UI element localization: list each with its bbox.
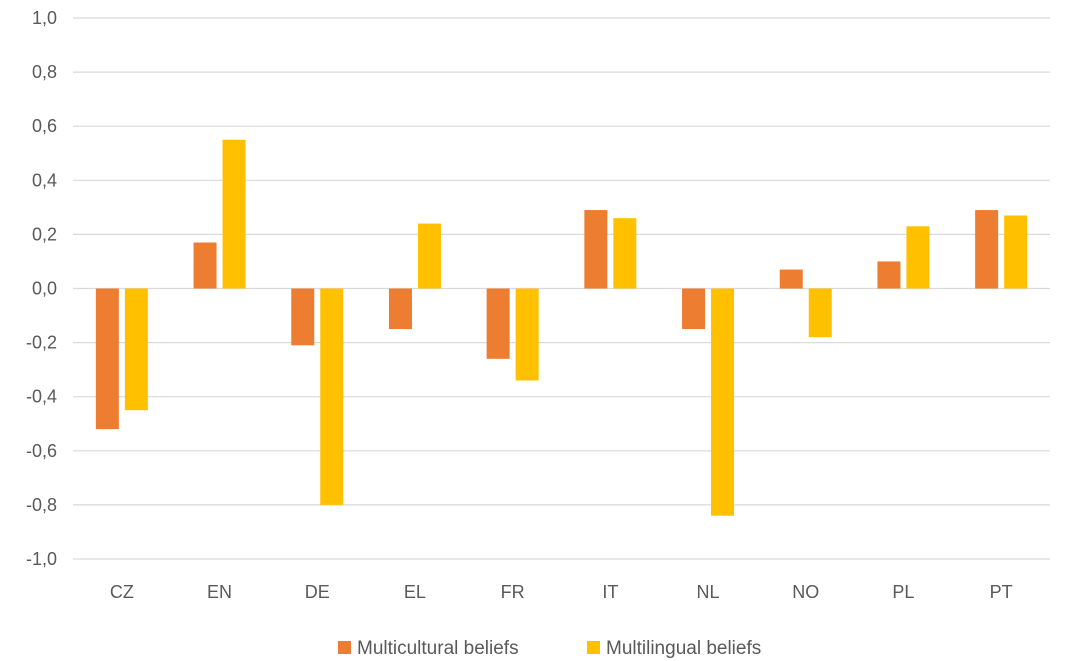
bar-multilingual-no — [808, 288, 832, 338]
legend-label: Multicultural beliefs — [357, 638, 519, 659]
y-tick-label: -0,2 — [26, 333, 57, 353]
x-tick-label: EN — [207, 582, 232, 602]
bar-multilingual-el — [417, 223, 441, 289]
gridlines — [73, 17, 1050, 560]
bar-multilingual-cz — [124, 288, 148, 411]
y-tick-label: 1,0 — [32, 8, 57, 28]
x-tick-label: IT — [602, 582, 618, 602]
bar-multicultural-de — [291, 288, 315, 346]
y-tick-label: 0,2 — [32, 224, 57, 244]
bar-multilingual-pl — [906, 226, 930, 289]
bar-multicultural-cz — [95, 288, 119, 430]
y-tick-label: 0,0 — [32, 279, 57, 299]
x-tick-label: NL — [697, 582, 720, 602]
bar-multicultural-pt — [975, 210, 999, 289]
x-tick-label: PT — [990, 582, 1013, 602]
bar-multilingual-de — [320, 288, 344, 505]
bar-multilingual-nl — [711, 288, 735, 516]
bar-multicultural-no — [779, 269, 803, 289]
bar-multilingual-en — [222, 139, 246, 289]
x-tick-label: NO — [792, 582, 819, 602]
legend: Multicultural beliefs Multilingual belief… — [338, 638, 761, 659]
bar-multicultural-el — [388, 288, 412, 330]
y-tick-label: 0,4 — [32, 170, 57, 190]
y-tick-label: 0,6 — [32, 116, 57, 136]
bar-multilingual-pt — [1004, 215, 1028, 289]
bar-multicultural-pl — [877, 261, 901, 289]
bars — [95, 139, 1028, 516]
bar-multicultural-nl — [682, 288, 706, 330]
x-axis-tick-labels: CZ EN DE EL FR IT NL NO PL PT — [110, 582, 1013, 602]
y-tick-label: -0,6 — [26, 441, 57, 461]
x-tick-label: CZ — [110, 582, 134, 602]
x-tick-label: DE — [305, 582, 330, 602]
y-tick-label: 0,8 — [32, 62, 57, 82]
x-tick-label: FR — [501, 582, 525, 602]
legend-swatch — [587, 641, 600, 654]
bar-multicultural-fr — [486, 288, 510, 359]
bar-multicultural-en — [193, 242, 217, 289]
bar-multilingual-fr — [515, 288, 539, 381]
legend-label: Multilingual beliefs — [606, 638, 761, 659]
x-tick-label: EL — [404, 582, 426, 602]
bar-multilingual-it — [613, 218, 637, 289]
y-tick-label: -1,0 — [26, 549, 57, 569]
legend-item-multicultural: Multicultural beliefs — [338, 638, 519, 659]
legend-item-multilingual: Multilingual beliefs — [587, 638, 761, 659]
legend-swatch — [338, 641, 351, 654]
y-axis-tick-labels: 1,0 0,8 0,6 0,4 0,2 0,0 -0,2 -0,4 -0,6 -0,8 -1,0 — [26, 8, 57, 569]
y-tick-label: -0,8 — [26, 495, 57, 515]
y-tick-label: -0,4 — [26, 387, 57, 407]
x-tick-label: PL — [892, 582, 914, 602]
bar-multicultural-it — [584, 210, 608, 289]
